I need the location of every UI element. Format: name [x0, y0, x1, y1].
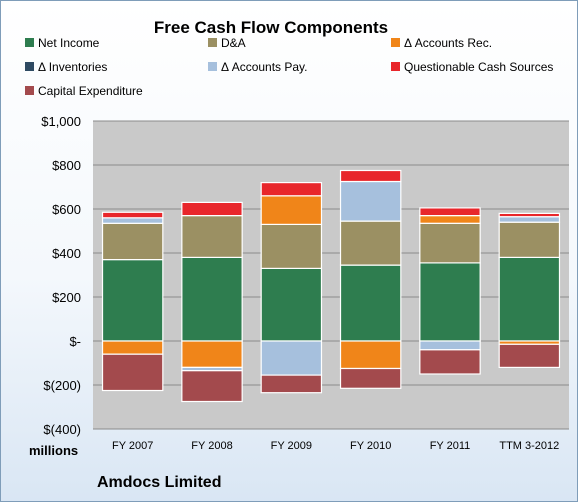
- bar-segment-d-a: [181, 215, 243, 259]
- bar-segment-net-income: [181, 256, 243, 342]
- bar-segment-d-a: [419, 222, 481, 264]
- y-tick-label: $200: [52, 290, 81, 305]
- bar-segment-accounts-rec: [419, 215, 481, 224]
- x-tick-label: FY 2008: [191, 440, 232, 452]
- bar-segment-capital-expenditure: [498, 343, 561, 368]
- bar-segment-questionable-cash-sources: [101, 211, 164, 219]
- legend-swatch-questionable-cash-sources: [391, 62, 400, 71]
- units-label: millions: [29, 443, 78, 458]
- legend-swatch-accounts-pay: [208, 62, 217, 71]
- x-tick-label: FY 2007: [112, 440, 153, 452]
- legend-label-capital-expenditure: Capital Expenditure: [38, 84, 143, 98]
- plot-area: [93, 121, 569, 429]
- bar-segment-net-income: [498, 256, 561, 342]
- bars: [101, 169, 561, 403]
- bar-segment-d-a: [260, 223, 323, 269]
- legend-label-questionable-cash-sources: Questionable Cash Sources: [404, 60, 553, 74]
- company-label: Amdocs Limited: [97, 474, 221, 491]
- bar-segment-accounts-rec: [181, 340, 243, 368]
- bar-segment-net-income: [101, 259, 164, 342]
- bar-segment-questionable-cash-sources: [339, 169, 402, 183]
- legend-swatch-accounts-rec: [391, 38, 400, 47]
- x-tick-label: FY 2011: [430, 440, 471, 452]
- legend-swatch-d-a: [208, 38, 217, 47]
- bar-segment-net-income: [260, 267, 323, 342]
- x-axis: FY 2007 FY 2008 FY 2009 FY 2010 FY 2011 TTM 3…: [112, 440, 559, 452]
- y-tick-label: $1,000: [41, 114, 81, 129]
- legend-swatch-net-income: [25, 38, 34, 47]
- bar-segment-accounts-pay: [419, 340, 481, 351]
- gridlines: [93, 120, 569, 430]
- legend-label-inventories: Δ Inventories: [38, 60, 107, 74]
- bar-segment-net-income: [419, 262, 481, 342]
- bar-segment-capital-expenditure: [339, 367, 402, 389]
- bar-segment-accounts-pay: [101, 217, 164, 224]
- legend-label-net-income: Net Income: [38, 36, 100, 50]
- y-tick-label: $800: [52, 158, 81, 173]
- x-tick-label: FY 2010: [350, 440, 391, 452]
- bar-segment-d-a: [498, 221, 561, 258]
- y-tick-label: $-: [69, 334, 81, 349]
- y-tick-label: $(200): [43, 378, 81, 393]
- legend-swatch-capital-expenditure: [25, 86, 34, 95]
- x-tick-label: FY 2009: [271, 440, 312, 452]
- y-axis: $(400) $(200) $- $200 $400 $600 $800 $1,000: [41, 114, 81, 437]
- legend: Net Income D&A Δ Accounts Rec. Δ Inventorie…: [25, 36, 553, 98]
- chart-title: Free Cash Flow Components: [154, 18, 388, 37]
- bar-segment-questionable-cash-sources: [260, 182, 323, 197]
- legend-swatch-inventories: [25, 62, 34, 71]
- bar-segment-capital-expenditure: [260, 374, 323, 394]
- bar-segment-net-income: [339, 264, 402, 342]
- y-tick-label: $(400): [43, 422, 81, 437]
- bar-segment-accounts-rec: [101, 340, 164, 355]
- legend-label-accounts-pay: Δ Accounts Pay.: [221, 60, 308, 74]
- bar-segment-accounts-rec: [339, 340, 402, 370]
- bar-segment-d-a: [339, 220, 402, 266]
- bar-segment-capital-expenditure: [101, 353, 164, 392]
- bar-segment-d-a: [101, 222, 164, 261]
- bar-segment-questionable-cash-sources: [498, 212, 561, 218]
- bar-segment-accounts-rec: [260, 195, 323, 226]
- bar-segment-capital-expenditure: [181, 370, 243, 403]
- y-tick-label: $400: [52, 246, 81, 261]
- bar-segment-accounts-pay: [498, 216, 561, 223]
- bar-segment-questionable-cash-sources: [419, 207, 481, 217]
- bar-segment-questionable-cash-sources: [181, 201, 243, 217]
- bar-segment-accounts-pay: [339, 180, 402, 222]
- y-tick-label: $600: [52, 202, 81, 217]
- bar-segment-capital-expenditure: [419, 349, 481, 375]
- bar-segment-accounts-pay: [260, 340, 323, 376]
- legend-label-accounts-rec: Δ Accounts Rec.: [404, 36, 492, 50]
- legend-label-d-a: D&A: [221, 36, 246, 50]
- x-tick-label: TTM 3-2012: [499, 440, 559, 452]
